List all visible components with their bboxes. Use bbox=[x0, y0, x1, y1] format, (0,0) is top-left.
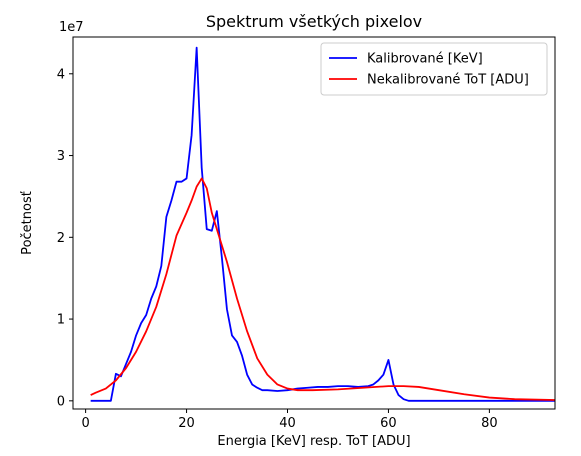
legend: Kalibrované [KeV] Nekalibrované ToT [ADU] bbox=[320, 42, 548, 96]
legend-box bbox=[320, 42, 548, 96]
x-tick-label: 20 bbox=[178, 416, 195, 431]
legend-label: Nekalibrované ToT [ADU] bbox=[367, 73, 529, 88]
y-tick-label: 4 bbox=[57, 67, 65, 82]
plot-frame bbox=[72, 36, 556, 410]
x-tick-label: 80 bbox=[481, 416, 498, 431]
y-axis-label: Početnosť bbox=[20, 191, 35, 255]
y-tick-label: 2 bbox=[57, 231, 65, 246]
x-axis: 0 20 40 60 80 bbox=[81, 409, 498, 431]
series-line-1 bbox=[90, 46, 555, 402]
y-tick-label: 0 bbox=[57, 394, 65, 409]
chart-title: Spektrum všetkých pixelov bbox=[206, 12, 422, 31]
legend-label: Kalibrované [KeV] bbox=[367, 52, 483, 67]
x-axis-label: Energia [KeV] resp. ToT [ADU] bbox=[217, 434, 410, 449]
x-tick-label: 0 bbox=[81, 416, 89, 431]
y-tick-label: 3 bbox=[57, 149, 65, 164]
plot-area bbox=[90, 46, 555, 402]
series-line-2 bbox=[90, 177, 555, 401]
y-tick-label: 1 bbox=[57, 313, 65, 328]
y-axis-multiplier: 1e7 bbox=[59, 20, 84, 35]
y-axis: 0 1 2 3 4 bbox=[57, 67, 73, 409]
x-tick-label: 60 bbox=[380, 416, 397, 431]
x-tick-label: 40 bbox=[279, 416, 296, 431]
